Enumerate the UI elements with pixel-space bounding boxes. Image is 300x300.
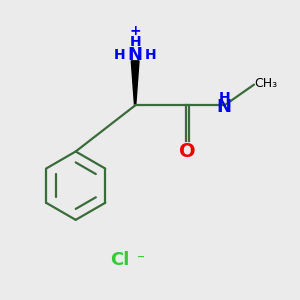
Text: H: H bbox=[129, 35, 141, 50]
Text: H: H bbox=[145, 49, 156, 62]
Text: O: O bbox=[179, 142, 196, 161]
Text: ⁻: ⁻ bbox=[137, 253, 145, 268]
Text: CH₃: CH₃ bbox=[254, 76, 277, 90]
Polygon shape bbox=[131, 61, 139, 105]
Text: H: H bbox=[114, 49, 125, 62]
Text: N: N bbox=[128, 46, 142, 64]
Text: H: H bbox=[218, 91, 230, 105]
Text: Cl: Cl bbox=[111, 251, 130, 269]
Text: N: N bbox=[217, 98, 232, 116]
Text: +: + bbox=[129, 24, 141, 38]
